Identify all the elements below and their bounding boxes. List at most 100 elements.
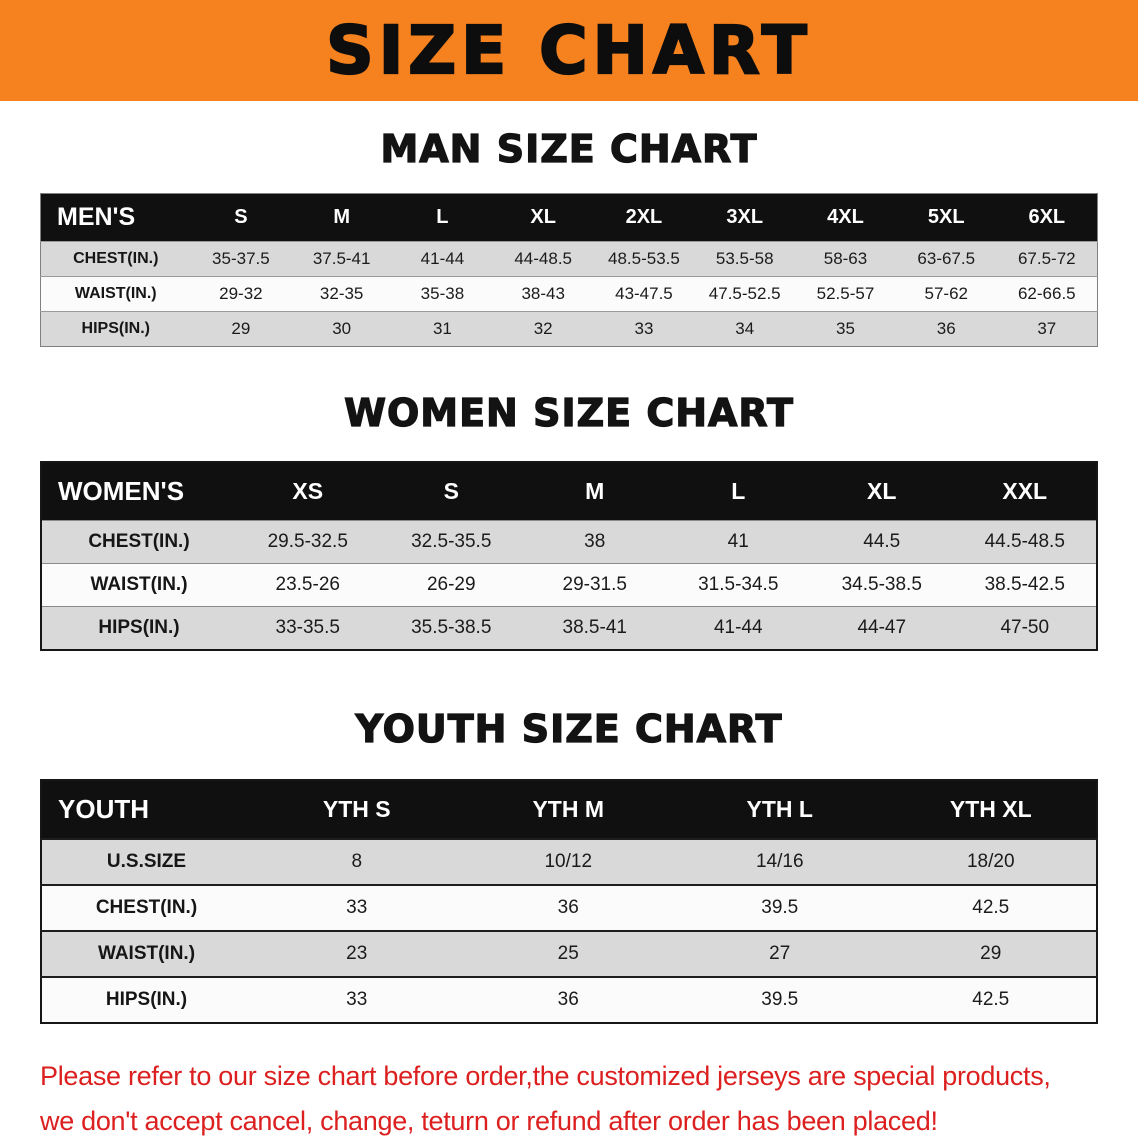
row-label-cell: WAIST(IN.)	[40, 276, 191, 312]
size-header-cell: XL	[810, 462, 954, 521]
value-cell: 38	[523, 520, 667, 564]
value-cell: 63-67.5	[895, 241, 997, 277]
measurement-row: CHEST(IN.) 29.5-32.5 32.5-35.5 38 41 44.5 44.5…	[41, 520, 1097, 564]
size-header-cell: S	[190, 193, 292, 242]
value-cell: 33	[593, 311, 695, 347]
value-cell: 39.5	[674, 884, 886, 931]
value-cell: 29-31.5	[523, 563, 667, 607]
value-cell: 10/12	[462, 838, 674, 885]
measurement-row: HIPS(IN.) 33 36 39.5 42.5	[41, 976, 1097, 1023]
value-cell: 18/20	[885, 838, 1097, 885]
value-cell: 8	[251, 838, 463, 885]
size-header-cell: YTH L	[674, 780, 886, 839]
value-cell: 34.5-38.5	[810, 563, 954, 607]
row-label-cell: HIPS(IN.)	[40, 311, 191, 347]
row-label-cell: U.S.SIZE	[41, 838, 251, 885]
value-cell: 42.5	[885, 976, 1097, 1023]
size-header-cell: L	[666, 462, 810, 521]
value-cell: 38-43	[492, 276, 594, 312]
size-header-cell: M	[523, 462, 667, 521]
value-cell: 29	[885, 930, 1097, 977]
size-header-cell: XL	[492, 193, 594, 242]
value-cell: 48.5-53.5	[593, 241, 695, 277]
value-cell: 41	[666, 520, 810, 564]
value-cell: 35.5-38.5	[379, 606, 523, 650]
size-header-cell: XXL	[953, 462, 1097, 521]
value-cell: 33	[251, 884, 463, 931]
size-header-cell: 2XL	[593, 193, 695, 242]
men-chart-heading: MAN SIZE CHART	[380, 126, 758, 171]
content: MAN SIZE CHART MEN'S S M L XL 2XL 3XL 4XL 5XL 6XL…	[0, 101, 1138, 1144]
value-cell: 67.5-72	[996, 241, 1098, 277]
value-cell: 39.5	[674, 976, 886, 1023]
measurement-row: HIPS(IN.) 29 30 31 32 33 34 35 36 37	[40, 311, 1098, 347]
value-cell: 42.5	[885, 884, 1097, 931]
value-cell: 35	[795, 311, 896, 347]
value-cell: 31	[392, 311, 493, 347]
value-cell: 43-47.5	[593, 276, 695, 312]
size-header-cell: L	[392, 193, 493, 242]
value-cell: 36	[462, 884, 674, 931]
value-cell: 25	[462, 930, 674, 977]
value-cell: 36	[462, 976, 674, 1023]
size-header-cell: 3XL	[694, 193, 796, 242]
value-cell: 32	[492, 311, 594, 347]
measurement-row: U.S.SIZE 8 10/12 14/16 18/20	[41, 838, 1097, 885]
value-cell: 41-44	[666, 606, 810, 650]
value-cell: 30	[291, 311, 393, 347]
size-header-cell: 5XL	[895, 193, 997, 242]
table-title-cell: YOUTH	[41, 780, 251, 839]
row-label-cell: CHEST(IN.)	[40, 241, 191, 277]
value-cell: 37	[996, 311, 1098, 347]
youth-chart-heading: YOUTH SIZE CHART	[355, 706, 783, 751]
measurement-row: CHEST(IN.) 35-37.5 37.5-41 41-44 44-48.5 48.5…	[40, 241, 1098, 277]
measurement-row: WAIST(IN.) 23 25 27 29	[41, 930, 1097, 977]
size-header-cell: YTH S	[251, 780, 463, 839]
header-row: MEN'S S M L XL 2XL 3XL 4XL 5XL 6XL	[40, 193, 1098, 242]
value-cell: 44.5-48.5	[953, 520, 1097, 564]
size-header-cell: 4XL	[795, 193, 896, 242]
women-size-table: WOMEN'S XS S M L XL XXL CHEST(IN.) 29.5-32.5 32.5…	[40, 461, 1098, 651]
table-title-cell: WOMEN'S	[41, 462, 236, 521]
value-cell: 27	[674, 930, 886, 977]
women-chart-heading: WOMEN SIZE CHART	[343, 390, 794, 435]
measurement-row: HIPS(IN.) 33-35.5 35.5-38.5 38.5-41 41-44 44-…	[41, 606, 1097, 650]
size-header-cell: S	[379, 462, 523, 521]
page-title: SIZE CHART	[325, 11, 812, 90]
header-row: YOUTH YTH S YTH M YTH L YTH XL	[41, 780, 1097, 839]
value-cell: 44-48.5	[492, 241, 594, 277]
women-size-section: WOMEN SIZE CHART WOMEN'S XS S M L XL XXL CHEST(…	[0, 347, 1138, 651]
youth-size-table: YOUTH YTH S YTH M YTH L YTH XL U.S.SIZE 8 10/12…	[40, 779, 1098, 1024]
size-header-cell: XS	[236, 462, 380, 521]
disclaimer: Please refer to our size chart before or…	[40, 1054, 1128, 1144]
banner: SIZE CHART	[0, 0, 1138, 101]
value-cell: 29-32	[190, 276, 292, 312]
value-cell: 14/16	[674, 838, 886, 885]
value-cell: 41-44	[392, 241, 493, 277]
value-cell: 29.5-32.5	[236, 520, 380, 564]
value-cell: 31.5-34.5	[666, 563, 810, 607]
value-cell: 62-66.5	[996, 276, 1098, 312]
value-cell: 37.5-41	[291, 241, 393, 277]
men-size-section: MAN SIZE CHART MEN'S S M L XL 2XL 3XL 4XL 5XL 6XL…	[0, 101, 1138, 347]
value-cell: 34	[694, 311, 796, 347]
value-cell: 35-38	[392, 276, 493, 312]
header-row: WOMEN'S XS S M L XL XXL	[41, 462, 1097, 521]
value-cell: 23.5-26	[236, 563, 380, 607]
value-cell: 47-50	[953, 606, 1097, 650]
value-cell: 26-29	[379, 563, 523, 607]
row-label-cell: CHEST(IN.)	[41, 884, 251, 931]
value-cell: 57-62	[895, 276, 997, 312]
row-label-cell: CHEST(IN.)	[41, 520, 236, 564]
size-header-cell: 6XL	[996, 193, 1098, 242]
value-cell: 58-63	[795, 241, 896, 277]
value-cell: 35-37.5	[190, 241, 292, 277]
value-cell: 32-35	[291, 276, 393, 312]
value-cell: 44.5	[810, 520, 954, 564]
row-label-cell: WAIST(IN.)	[41, 930, 251, 977]
size-header-cell: M	[291, 193, 393, 242]
value-cell: 38.5-41	[523, 606, 667, 650]
size-header-cell: YTH M	[462, 780, 674, 839]
value-cell: 33-35.5	[236, 606, 380, 650]
